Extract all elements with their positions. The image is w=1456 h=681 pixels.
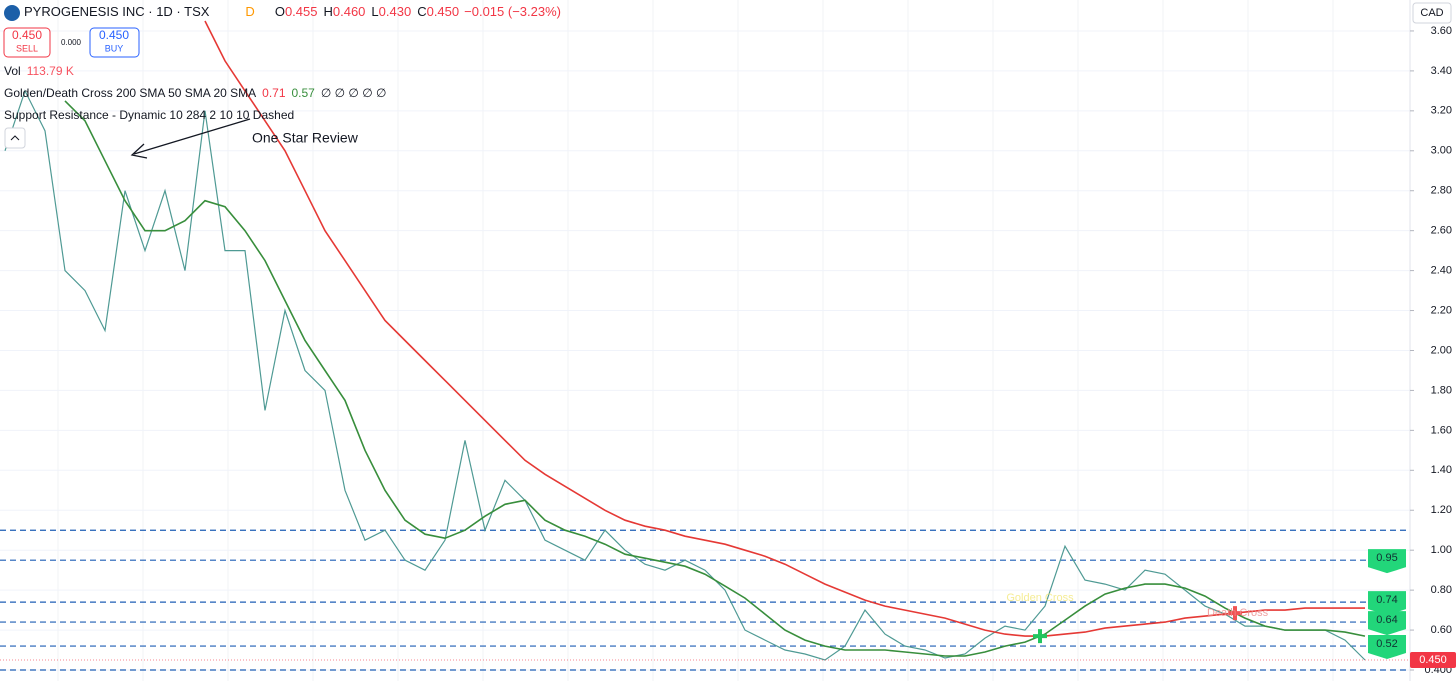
ohlc-key: C <box>417 4 426 19</box>
indicator-value: 0.71 <box>262 86 286 100</box>
indicator-line: Vol 113.79 K <box>4 64 74 78</box>
change: −0.015 (−3.23%) <box>464 4 561 19</box>
y-tick-label: 1.60 <box>1431 424 1452 436</box>
annotation: One Star Review <box>252 130 359 146</box>
y-tick-label: 1.40 <box>1431 464 1452 476</box>
y-tick-label: 3.00 <box>1431 145 1452 157</box>
level-tag <box>1368 635 1406 660</box>
y-tick-label: 1.20 <box>1431 504 1452 516</box>
indicator-value: 0.57 <box>292 86 316 100</box>
golden-cross-label: Golden Cross <box>1006 592 1074 604</box>
price-axis: 0.4000.600.801.001.201.401.601.802.002.2… <box>1410 25 1456 676</box>
level-tag <box>1368 591 1406 616</box>
plot: Golden Cross Death Cross 0.95 0.74 0.64 0.52 <box>0 20 1410 671</box>
y-tick-label: 3.60 <box>1431 25 1452 37</box>
buy-price: 0.450 <box>99 28 129 42</box>
y-tick-label: 2.60 <box>1431 225 1452 237</box>
spread: 0.000 <box>61 38 82 47</box>
last-price-tag <box>1410 652 1456 669</box>
y-tick-label: 0.60 <box>1431 624 1452 636</box>
sma-line <box>64 100 1366 657</box>
indicator-name: Support Resistance - Dynamic 10 284 2 10… <box>4 108 294 122</box>
ohlc-key: H <box>323 4 332 19</box>
level-tag <box>1368 549 1406 574</box>
symbol-logo[interactable] <box>4 5 20 21</box>
symbol: PYROGENESIS INC · 1D · TSX <box>24 4 210 19</box>
indicator-legend: Vol 113.79 K Golden/Death Cross 200 SMA 50… <box>4 64 386 122</box>
price-line <box>4 89 1366 661</box>
currency-button[interactable] <box>1412 2 1452 24</box>
indicator-value: 113.79 K <box>27 64 74 78</box>
collapse-icon <box>10 135 20 141</box>
y-tick-label: 3.40 <box>1431 65 1452 77</box>
y-tick-label: 1.80 <box>1431 384 1452 396</box>
ohlc-key: O <box>275 4 285 19</box>
ohlc-key: L <box>371 4 378 19</box>
death-cross-label: Death Cross <box>1207 607 1269 619</box>
sma-line <box>204 20 1365 637</box>
y-tick-label: 1.00 <box>1431 544 1452 556</box>
golden-cross-marker <box>1033 629 1047 644</box>
buy-label: BUY <box>105 43 124 53</box>
arrow-head <box>130 143 148 159</box>
ohlc-value: 0.460 <box>333 4 366 19</box>
y-tick-label: 2.40 <box>1431 265 1452 277</box>
annotation-arrow <box>133 118 251 155</box>
indicator-value: ∅ ∅ ∅ ∅ ∅ <box>321 86 387 100</box>
collapse-button[interactable] <box>4 127 26 149</box>
y-tick-label: 2.20 <box>1431 304 1452 316</box>
y-tick-label: 0.80 <box>1431 584 1452 596</box>
level-tag <box>1368 611 1406 636</box>
level-tag-label: 0.74 <box>1376 594 1397 606</box>
currency: CAD <box>1420 7 1443 19</box>
indicator-name: Vol <box>4 64 21 78</box>
y-tick-label: 2.00 <box>1431 344 1452 356</box>
death-cross-marker <box>1228 606 1242 621</box>
indicator-line: Support Resistance - Dynamic 10 284 2 10… <box>4 108 294 122</box>
sell-price: 0.450 <box>12 28 42 42</box>
indicator-line: Golden/Death Cross 200 SMA 50 SMA 20 SMA… <box>4 86 386 100</box>
interval-badge: D <box>245 4 254 19</box>
y-tick-label: 3.20 <box>1431 105 1452 117</box>
level-tag-label: 0.64 <box>1376 614 1397 626</box>
header: PYROGENESIS INC · 1D · TSX D O0.455 H0.460 L… <box>24 4 561 19</box>
sell-button[interactable] <box>3 27 51 58</box>
level-tag-label: 0.52 <box>1376 638 1397 650</box>
level-tag-label: 0.95 <box>1376 552 1397 564</box>
buy-button[interactable] <box>89 27 140 58</box>
ohlc-value: 0.430 <box>379 4 412 19</box>
ohlc-value: 0.455 <box>285 4 318 19</box>
y-tick-label: 2.80 <box>1431 185 1452 197</box>
vertical-grid <box>57 0 1334 681</box>
last-price-label: 0.450 <box>1419 654 1447 666</box>
indicator-name: Golden/Death Cross 200 SMA 50 SMA 20 SMA <box>4 86 256 100</box>
sell-label: SELL <box>16 43 38 53</box>
ohlc-value: 0.450 <box>427 4 460 19</box>
